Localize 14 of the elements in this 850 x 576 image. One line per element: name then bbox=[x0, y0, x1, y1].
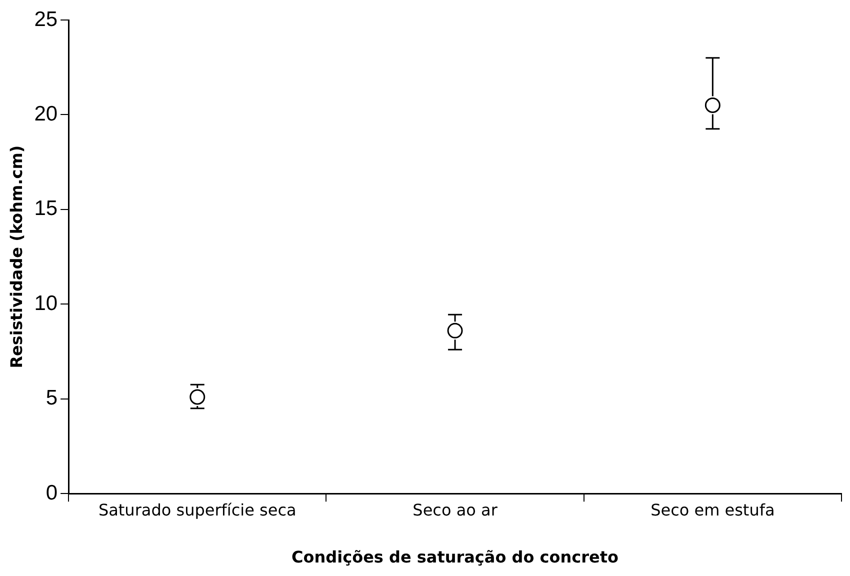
y-tick-label: 10 bbox=[34, 292, 58, 315]
x-tick-label: Seco em estufa bbox=[650, 500, 775, 520]
point bbox=[704, 98, 720, 113]
point bbox=[190, 389, 206, 405]
x-axis-title: Condições de saturação do concreto bbox=[292, 548, 619, 567]
y-axis-title: Resistividade (kohm.cm) bbox=[6, 145, 26, 368]
y-tick-label: 5 bbox=[46, 386, 58, 410]
y-tick-label: 25 bbox=[34, 8, 58, 31]
y-tick-label: 0 bbox=[46, 481, 58, 504]
y-tick-label: 20 bbox=[34, 102, 58, 126]
point bbox=[447, 322, 463, 338]
x-tick-label: Saturado superfície seca bbox=[98, 500, 296, 520]
y-tick-label: 15 bbox=[34, 197, 58, 220]
x-tick-label: Seco ao ar bbox=[412, 500, 498, 520]
